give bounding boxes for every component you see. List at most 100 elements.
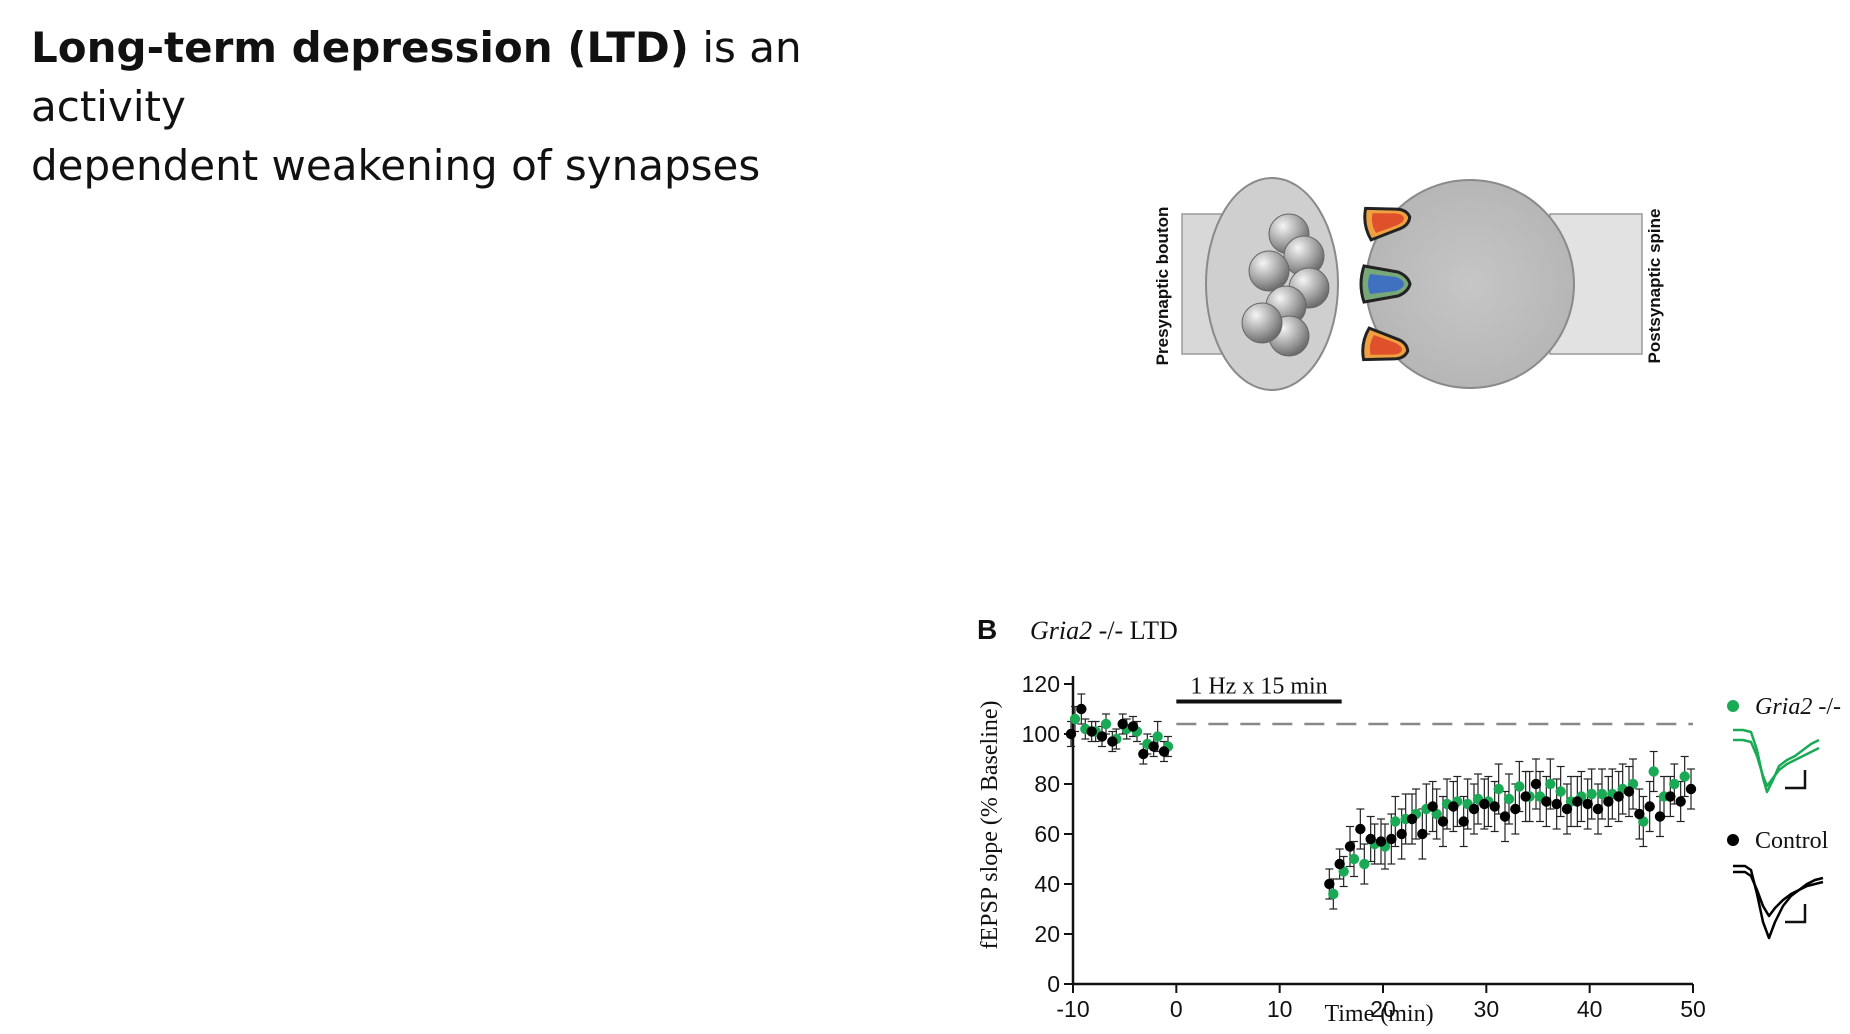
- slide-title: Long-term depression (LTD) is an activit…: [31, 18, 931, 195]
- data-point-gria2: [1669, 778, 1680, 790]
- x-tick-label: -10: [1056, 996, 1089, 1022]
- chart-title-italic: Gria2: [1030, 616, 1092, 645]
- data-point-control: [1127, 721, 1139, 732]
- data-point-control: [1654, 811, 1666, 822]
- x-tick-label: 20: [1370, 996, 1396, 1022]
- y-tick-label: 40: [1034, 871, 1060, 897]
- data-point-control: [1076, 703, 1087, 715]
- legend-label: Control: [1755, 828, 1829, 854]
- presynaptic-label: Presynaptic bouton: [1153, 207, 1172, 366]
- data-point-gria2: [1596, 788, 1608, 800]
- data-point-control: [1158, 746, 1170, 757]
- ltd-chart: B Gria2 -/- LTD Time (min) fEPSP slope (…: [977, 614, 1841, 1027]
- y-tick-label: 80: [1034, 771, 1060, 797]
- data-point-control: [1065, 728, 1077, 740]
- data-point-control: [1623, 786, 1635, 797]
- data-point-gria2: [1503, 793, 1515, 805]
- data-point-control: [1355, 823, 1366, 835]
- data-point-control: [1334, 858, 1345, 870]
- scale-bar: [1785, 904, 1807, 924]
- legend-label-italic: Gria2: [1755, 694, 1812, 720]
- receptor-middle: [1359, 264, 1412, 304]
- data-point-control: [1107, 736, 1118, 747]
- data-point-gria2: [1555, 786, 1566, 797]
- y-tick-label: 60: [1034, 821, 1060, 847]
- data-point-control: [1582, 798, 1593, 810]
- legend-marker: [1727, 834, 1739, 846]
- legend-label: Gria2 -/-: [1755, 694, 1841, 720]
- x-axis-label: Time (min): [1324, 1001, 1433, 1027]
- data-point-gria2: [1514, 781, 1525, 792]
- legend-marker: [1727, 700, 1739, 712]
- data-point-control: [1386, 833, 1397, 845]
- y-tick-label: 20: [1034, 921, 1060, 947]
- control-trace-ltd: [1733, 864, 1824, 940]
- data-point-gria2: [1359, 858, 1370, 870]
- data-point-gria2: [1069, 713, 1081, 725]
- x-tick-label: 10: [1267, 996, 1293, 1022]
- data-point-control: [1138, 748, 1149, 760]
- synapse-diagram: Presynaptic bouton Postsynaptic spine: [1153, 177, 1664, 391]
- panel-letter: B: [977, 614, 997, 645]
- data-point-control: [1148, 741, 1159, 752]
- y-axis-label: fEPSP slope (% Baseline): [977, 700, 1003, 949]
- data-point-gria2: [1679, 771, 1690, 782]
- data-point-gria2: [1493, 783, 1504, 795]
- data-point-control: [1665, 791, 1676, 802]
- legend-label-rest: -/-: [1812, 694, 1841, 720]
- data-point-control: [1603, 796, 1614, 807]
- data-point-control: [1468, 803, 1480, 815]
- data-point-gria2: [1100, 718, 1112, 730]
- data-point-control: [1096, 731, 1108, 742]
- data-point-control: [1489, 801, 1500, 812]
- data-point-control: [1520, 791, 1531, 802]
- legend-label-rest: Control: [1755, 828, 1829, 854]
- gria2-trace-baseline: [1733, 738, 1820, 788]
- data-point-control: [1644, 801, 1655, 812]
- receptor-top: [1363, 206, 1412, 242]
- data-point-gria2: [1586, 788, 1597, 800]
- control-trace-baseline: [1733, 870, 1824, 918]
- slide-title-line-1: Long-term depression (LTD) is an activit…: [31, 18, 931, 136]
- data-point-control: [1417, 828, 1428, 840]
- data-point-control: [1541, 796, 1552, 807]
- data-point-control: [1685, 783, 1697, 795]
- x-tick-label: 0: [1170, 996, 1183, 1022]
- data-point-control: [1499, 811, 1511, 822]
- slide-title-bold: Long-term depression (LTD): [31, 23, 689, 72]
- stimulus-label: 1 Hz x 15 min: [1190, 674, 1327, 700]
- data-point-control: [1510, 803, 1521, 815]
- chart-title-rest: -/- LTD: [1092, 616, 1178, 645]
- data-point-gria2: [1328, 888, 1339, 900]
- data-point-control: [1365, 833, 1376, 845]
- data-point-gria2: [1152, 731, 1163, 742]
- data-point-control: [1675, 796, 1686, 807]
- data-point-gria2: [1648, 766, 1659, 777]
- data-point-control: [1086, 726, 1097, 737]
- data-point-control: [1458, 816, 1469, 827]
- chart-title: Gria2 -/- LTD: [1030, 616, 1178, 645]
- slide-title-line-2: dependent weakening of synapses: [31, 141, 761, 190]
- data-point-control: [1572, 796, 1583, 807]
- synaptic-vesicles: [1241, 213, 1330, 357]
- data-point-control: [1375, 836, 1387, 847]
- data-point-control: [1437, 816, 1449, 827]
- y-tick-label: 100: [1022, 721, 1060, 747]
- data-point-gria2: [1348, 853, 1360, 865]
- data-point-control: [1396, 828, 1407, 840]
- data-point-control: [1551, 798, 1562, 810]
- data-point-gria2: [1390, 816, 1401, 827]
- data-point-control: [1634, 808, 1645, 820]
- scale-bar: [1785, 770, 1807, 790]
- receptor-bottom: [1361, 326, 1410, 362]
- x-tick-label: 40: [1577, 996, 1603, 1022]
- data-point-control: [1324, 878, 1335, 890]
- data-point-control: [1344, 841, 1356, 852]
- data-point-gria2: [1545, 778, 1556, 790]
- data-point-control: [1479, 798, 1490, 810]
- data-point-control: [1530, 778, 1542, 790]
- data-point-control: [1406, 813, 1418, 825]
- slide-title-rest: is an activity: [31, 23, 802, 131]
- y-tick-label: 0: [1047, 971, 1060, 997]
- data-point-control: [1561, 803, 1573, 815]
